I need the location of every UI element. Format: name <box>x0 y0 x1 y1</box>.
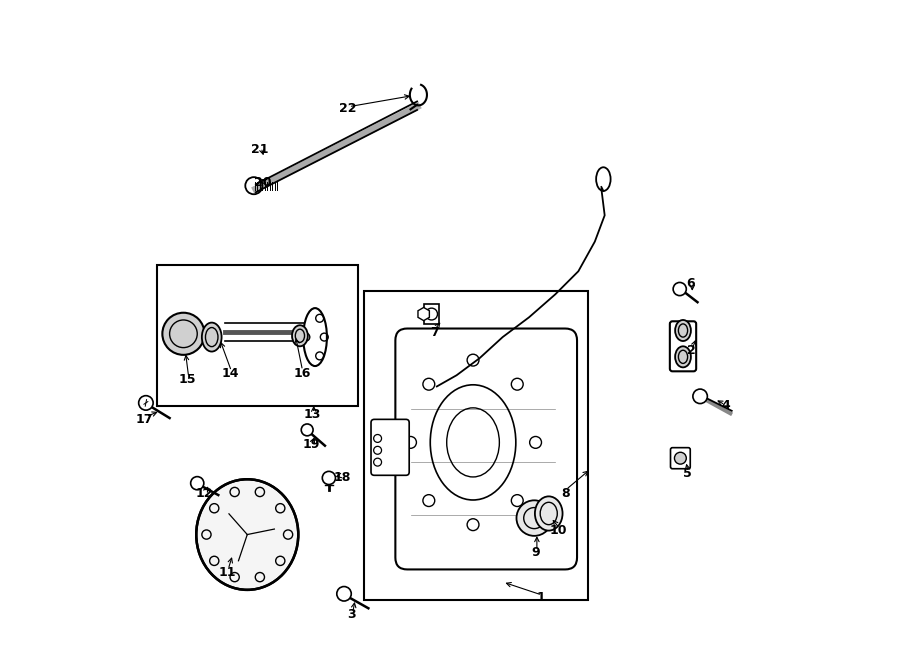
Circle shape <box>673 282 687 295</box>
Text: 14: 14 <box>221 367 239 380</box>
Text: 21: 21 <box>251 143 268 156</box>
Ellipse shape <box>535 496 562 531</box>
Circle shape <box>517 500 552 536</box>
Text: 19: 19 <box>302 438 320 451</box>
Text: 16: 16 <box>293 367 310 380</box>
Text: 20: 20 <box>255 176 272 189</box>
Ellipse shape <box>303 308 327 366</box>
Text: 12: 12 <box>195 487 212 500</box>
Ellipse shape <box>675 346 691 368</box>
Ellipse shape <box>196 479 298 590</box>
Bar <box>158 264 358 407</box>
Circle shape <box>693 389 707 404</box>
Circle shape <box>139 396 153 410</box>
Circle shape <box>322 471 336 485</box>
Text: 8: 8 <box>562 486 571 500</box>
Text: 2: 2 <box>687 344 696 357</box>
Circle shape <box>302 424 313 436</box>
Text: 11: 11 <box>219 566 237 578</box>
Text: 5: 5 <box>683 467 692 481</box>
Text: 22: 22 <box>338 102 356 115</box>
Text: 1: 1 <box>536 590 545 603</box>
Text: 13: 13 <box>303 408 321 421</box>
Bar <box>364 291 589 600</box>
Circle shape <box>162 313 204 355</box>
Text: 3: 3 <box>347 608 356 621</box>
Text: 9: 9 <box>531 547 540 559</box>
Bar <box>424 304 439 324</box>
Text: 4: 4 <box>722 399 730 412</box>
Ellipse shape <box>675 320 691 341</box>
Text: 7: 7 <box>430 326 438 339</box>
Circle shape <box>191 477 203 490</box>
Text: 6: 6 <box>687 276 695 290</box>
Text: 15: 15 <box>178 373 196 386</box>
Ellipse shape <box>292 325 308 346</box>
FancyBboxPatch shape <box>371 419 410 475</box>
FancyBboxPatch shape <box>670 447 690 469</box>
FancyBboxPatch shape <box>395 329 577 569</box>
Circle shape <box>674 452 687 464</box>
Circle shape <box>337 586 351 601</box>
Ellipse shape <box>202 323 221 352</box>
FancyBboxPatch shape <box>670 321 697 371</box>
Text: 17: 17 <box>136 413 153 426</box>
Text: 18: 18 <box>333 471 351 484</box>
Text: 10: 10 <box>550 524 567 537</box>
